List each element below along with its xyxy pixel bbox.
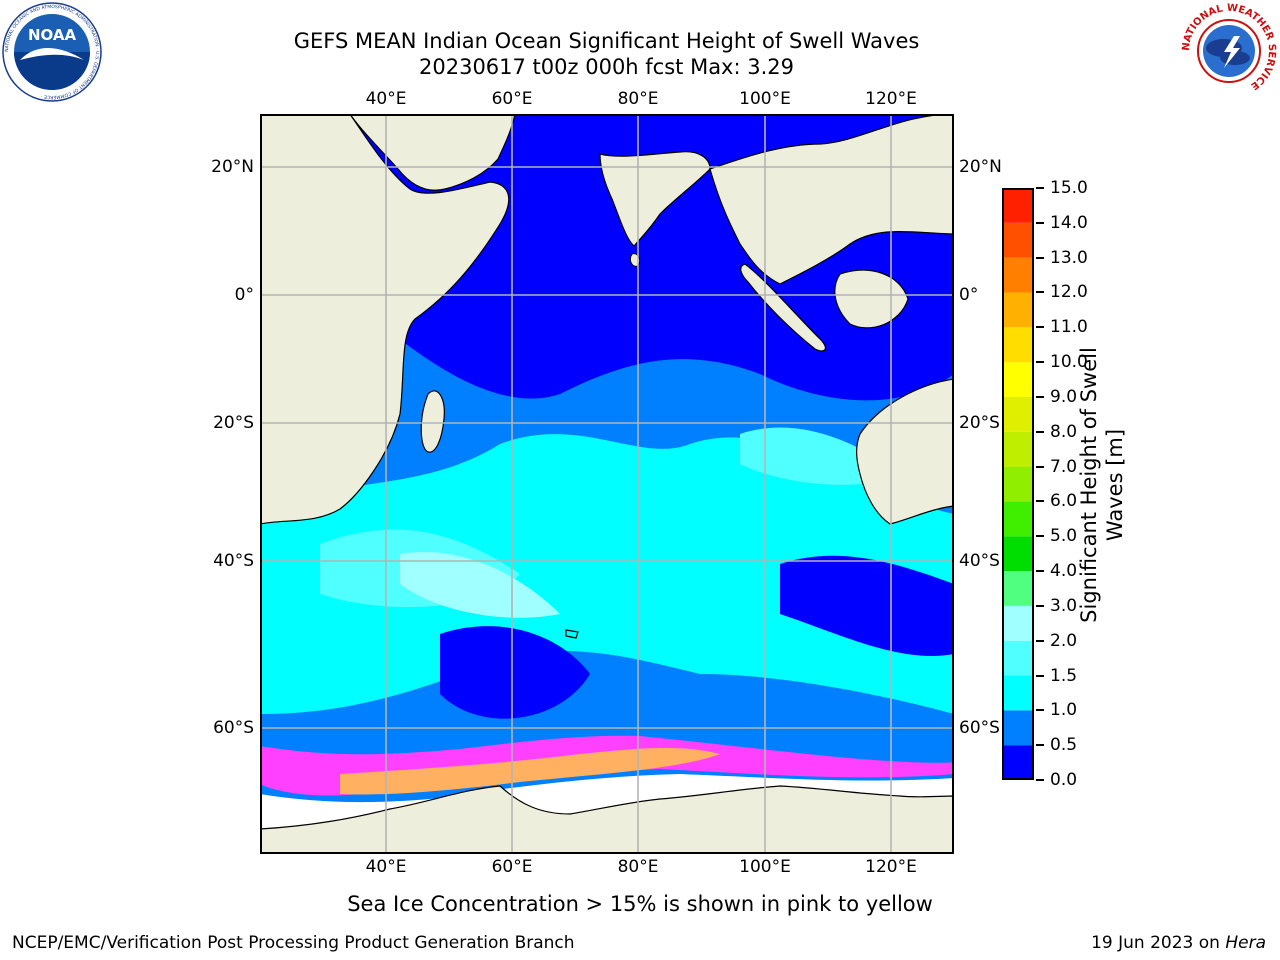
colorbar-tick-mark [1036,744,1044,747]
colorbar-tick-mark [1036,570,1044,573]
colorbar-swatch [1003,396,1033,432]
swell-band-1p5 [260,434,954,714]
colorbar-tick-label: 6.0 [1050,491,1078,512]
lon-tick-top: 120°E [865,89,917,109]
lat-tick-right: 40°S [959,551,1000,571]
colorbar-swatch [1003,327,1033,363]
colorbar-tick-label: 1.0 [1050,700,1078,721]
colorbar-tick-label: 12.0 [1050,282,1088,303]
lon-tick-bottom: 60°E [491,857,533,877]
colorbar-tick-mark [1036,779,1044,781]
colorbar-ticks: 0.0 0.5 1.0 1.5 2.0 3.0 4.0 5.0 6.0 7.0 8.0 9.0 10.0… [1036,178,1106,790]
land-india [599,151,711,247]
colorbar-tick-label: 1.5 [1050,665,1078,686]
land-madagascar [420,390,445,453]
colorbar-tick-mark [1036,361,1044,364]
colorbar-swatch [1003,745,1033,780]
map-panel [259,113,955,855]
colorbar-tick-label: 2.0 [1050,630,1078,651]
colorbar-swatch [1003,501,1033,537]
colorbar-tick-label: 11.0 [1050,317,1088,338]
colorbar-swatch [1003,222,1033,258]
noaa-logo: NOAA NATIONAL OCEANIC AND ATMOSPHERIC AD… [2,2,102,102]
colorbar-swatch [1003,257,1033,293]
colorbar-tick-label: 0.0 [1050,770,1078,790]
colorbar-tick-label: 5.0 [1050,526,1078,547]
colorbar-tick-mark [1036,604,1044,607]
colorbar-tick-label: 13.0 [1050,247,1088,268]
land-arabia [348,113,516,191]
lon-tick-bottom: 80°E [617,857,659,877]
footer-left: NCEP/EMC/Verification Post Processing Pr… [12,933,575,953]
lon-tick-top: 100°E [739,89,791,109]
colorbar-tick-label: 0.5 [1050,735,1078,756]
colorbar-tick-mark [1036,256,1044,259]
colorbar-swatch [1003,640,1033,676]
swell-max-region [400,552,560,618]
colorbar-label-line2: Waves [m] [1103,428,1127,542]
sea-ice-note: Sea Ice Concentration > 15% is shown in … [347,892,933,916]
lon-tick-bottom: 120°E [865,857,917,877]
colorbar-tick-mark [1036,395,1044,398]
lat-tick-right: 60°S [959,718,1000,738]
colorbar-tick-mark [1036,500,1044,503]
land-africa [259,113,510,525]
colorbar-swatch [1003,710,1033,746]
footer-right: 19 Jun 2023 on Hera [1091,933,1266,953]
noaa-text: NOAA [28,26,77,44]
colorbar-swatch [1003,605,1033,641]
colorbar-swatch [1003,431,1033,467]
colorbar-tick-label: 9.0 [1050,386,1078,407]
footer-date: 19 Jun 2023 on [1091,933,1226,953]
colorbar-tick-mark [1036,291,1044,294]
lat-tick-left: 40°S [213,551,254,571]
colorbar-tick-mark [1036,709,1044,712]
colorbar-swatch [1003,675,1033,711]
colorbar [1002,188,1034,780]
colorbar-tick-mark [1036,674,1044,677]
land-australia [856,378,955,525]
colorbar-tick-label: 7.0 [1050,456,1078,477]
map-title-line2: 20230617 t00z 000h fcst Max: 3.29 [419,55,794,79]
colorbar-tick-mark [1036,430,1044,433]
colorbar-tick-mark [1036,465,1044,468]
colorbar-tick-label: 8.0 [1050,421,1078,442]
lon-tick-top: 60°E [491,89,533,109]
lon-tick-top: 80°E [617,89,659,109]
colorbar-swatch [1003,571,1033,606]
lat-tick-right: 20°N [959,157,1002,177]
colorbar-tick-label: 3.0 [1050,595,1078,616]
land-sumatra [740,263,827,352]
colorbar-tick-label: 4.0 [1050,561,1078,582]
lat-tick-right: 0° [959,285,979,305]
colorbar-label-line1: Significant Height of Swell [1077,347,1101,623]
lat-tick-left: 60°S [213,718,254,738]
colorbar-tick-label: 10.0 [1050,352,1088,373]
colorbar-tick-mark [1036,535,1044,538]
lat-tick-left: 20°N [211,157,254,177]
colorbar-tick-mark [1036,221,1044,224]
colorbar-swatch [1003,362,1033,397]
lon-tick-bottom: 100°E [739,857,791,877]
lon-tick-top: 40°E [365,89,407,109]
colorbar-tick-mark [1036,326,1044,329]
lat-tick-left: 0° [234,285,254,305]
colorbar-tick-mark [1036,187,1044,189]
lon-tick-bottom: 40°E [365,857,407,877]
nws-logo: NATIONAL WEATHER SERVICE [1180,2,1278,100]
map-gridlines [260,114,954,854]
colorbar-swatch [1003,188,1033,223]
lat-tick-left: 20°S [213,413,254,433]
colorbar-tick-mark [1036,639,1044,642]
colorbar-swatch [1003,536,1033,572]
colorbar-tick-label: 14.0 [1050,212,1088,233]
footer-host: Hera [1225,933,1266,953]
swell-height-map [259,113,955,855]
land-southeast-asia [709,113,955,285]
lat-tick-right: 20°S [959,413,1000,433]
colorbar-tick-label: 15.0 [1050,178,1088,198]
map-title-line1: GEFS MEAN Indian Ocean Significant Heigh… [293,29,920,53]
colorbar-swatch [1003,466,1033,502]
colorbar-swatch [1003,292,1033,328]
